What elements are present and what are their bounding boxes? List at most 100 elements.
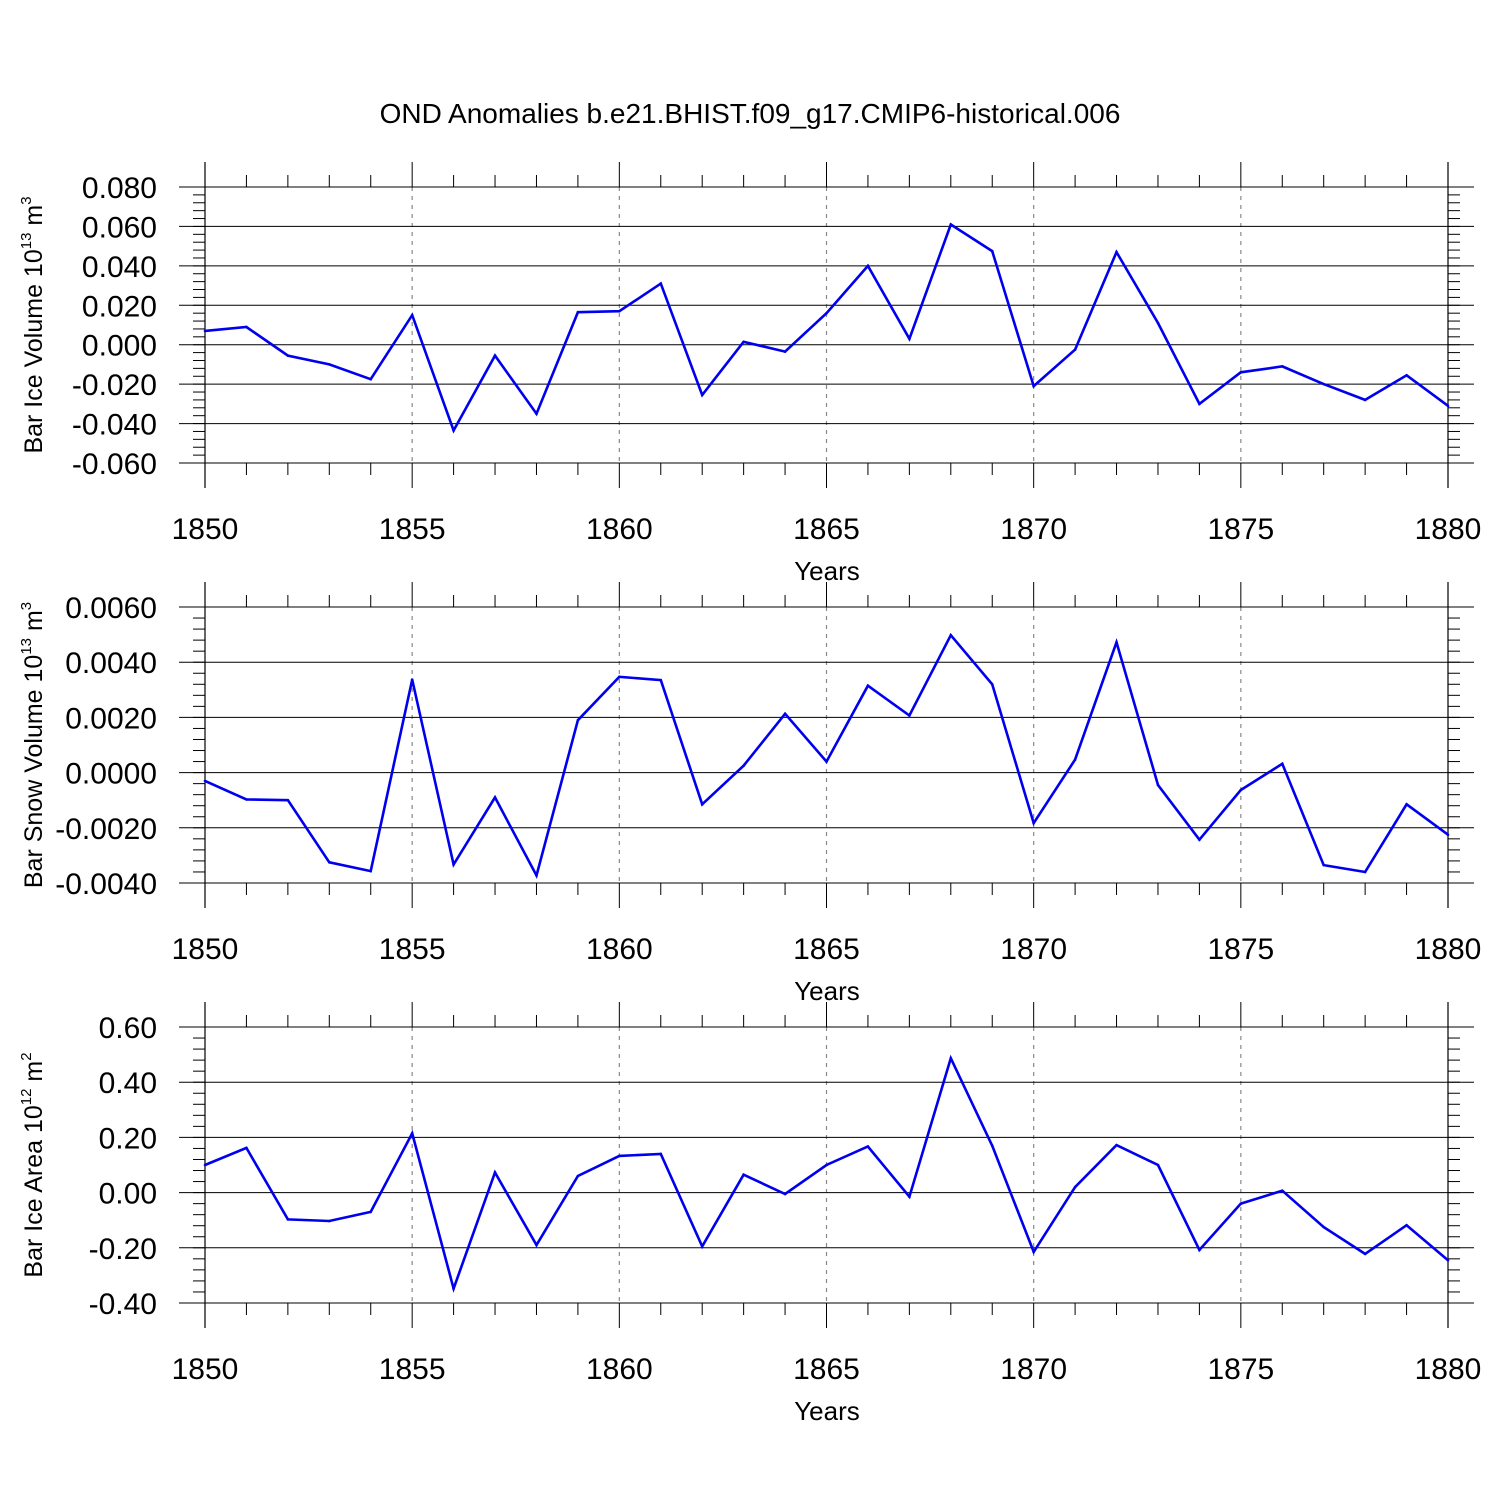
data-point [286, 798, 290, 802]
data-point [990, 1144, 994, 1147]
data-point [286, 1218, 290, 1221]
data-point [1280, 1189, 1284, 1192]
data-point [369, 377, 373, 381]
data-point [245, 1146, 248, 1150]
x-tick-label: 1860 [586, 1353, 653, 1386]
data-point [1032, 384, 1035, 388]
data-point [535, 412, 538, 416]
y-tick-label: -0.020 [72, 369, 157, 402]
x-axis-label: Years [794, 1396, 860, 1426]
x-tick-label: 1875 [1207, 933, 1274, 966]
data-point [1446, 1258, 1450, 1262]
data-point [866, 264, 870, 268]
data-point [1115, 250, 1118, 254]
y-tick-label: 0.020 [82, 290, 157, 323]
data-point [1322, 382, 1325, 386]
y-tick-label: 0.60 [99, 1012, 157, 1045]
data-point [1156, 321, 1160, 325]
data-point [1198, 1248, 1201, 1252]
data-point [245, 325, 248, 329]
y-axis-label-exponent: 13 [18, 233, 35, 250]
y-axis-label-unit: m [20, 205, 48, 233]
series-line [204, 632, 1449, 880]
y-axis-label-text: Bar Snow Volume 10 [20, 655, 48, 888]
data-point [742, 764, 745, 767]
data-point [949, 1056, 953, 1060]
y-axis-label-unit-exponent: 3 [18, 602, 35, 610]
data-point [825, 311, 828, 315]
y-tick-label: 0.0000 [65, 758, 157, 791]
y-tick-label: 0.040 [82, 251, 157, 284]
y-axis-label-text: Bar Ice Area 10 [20, 1105, 48, 1277]
data-point [742, 1173, 745, 1176]
y-tick-label: 0.080 [82, 172, 157, 205]
data-point [1405, 803, 1408, 806]
data-point [949, 223, 953, 226]
data-point [1198, 402, 1201, 406]
x-tick-label: 1880 [1415, 1353, 1482, 1386]
data-point [618, 309, 621, 313]
data-point [328, 861, 331, 864]
data-point [1239, 788, 1243, 792]
x-tick-label: 1870 [1000, 1353, 1067, 1386]
x-tick-label: 1855 [379, 513, 446, 546]
data-point [1073, 348, 1077, 351]
data-point [659, 678, 663, 682]
x-tick-label: 1855 [379, 1353, 446, 1386]
data-point [1363, 1252, 1367, 1256]
data-point [700, 393, 704, 397]
data-point [1239, 1202, 1243, 1205]
x-tick-label: 1865 [793, 933, 860, 966]
data-point [203, 329, 207, 333]
data-point [1446, 404, 1450, 408]
y-tick-label: 0.000 [82, 330, 157, 363]
figure-title: OND Anomalies b.e21.BHIST.f09_g17.CMIP6-… [379, 98, 1121, 129]
data-point [783, 350, 787, 353]
data-point [203, 779, 207, 783]
data-point [369, 869, 373, 873]
x-tick-label: 1850 [172, 933, 239, 966]
data-point [1363, 870, 1367, 874]
y-tick-label: 0.00 [99, 1178, 157, 1211]
x-tick-label: 1860 [586, 933, 653, 966]
data-point [245, 798, 248, 801]
y-axis-label: Bar Snow Volume 1013 m3 [18, 602, 48, 888]
data-point [1032, 1250, 1035, 1254]
data-point [1156, 1163, 1160, 1167]
data-point [990, 249, 994, 253]
data-point [1115, 1143, 1118, 1147]
y-tick-label: -0.20 [89, 1233, 157, 1266]
data-point [908, 714, 911, 717]
data-point [1156, 783, 1160, 787]
data-point [576, 718, 580, 722]
data-point [1363, 398, 1367, 402]
y-axis-label: Bar Ice Area 1012 m2 [18, 1052, 48, 1277]
data-point [618, 675, 621, 679]
data-point [328, 1219, 331, 1223]
data-point [1239, 371, 1243, 374]
x-tick-label: 1870 [1000, 933, 1067, 966]
data-point [452, 429, 455, 432]
x-tick-label: 1865 [793, 513, 860, 546]
y-tick-label: 0.0040 [65, 647, 157, 680]
y-tick-label: -0.040 [72, 409, 157, 442]
data-point [659, 282, 663, 285]
data-point [452, 1287, 455, 1290]
data-point [783, 1192, 787, 1196]
data-point [1280, 762, 1284, 766]
y-tick-label: -0.060 [72, 448, 157, 481]
y-tick-label: 0.20 [99, 1122, 157, 1155]
y-axis-label-unit: m [20, 1061, 48, 1089]
y-tick-label: 0.060 [82, 211, 157, 244]
x-tick-label: 1875 [1207, 1353, 1274, 1386]
data-point [203, 1163, 207, 1167]
y-tick-label: 0.40 [99, 1067, 157, 1100]
data-point [1073, 1185, 1077, 1189]
data-point [659, 1152, 663, 1156]
data-point [908, 1195, 911, 1199]
y-tick-label: -0.0040 [55, 868, 157, 901]
data-point [825, 1163, 828, 1167]
data-point [618, 1154, 621, 1158]
